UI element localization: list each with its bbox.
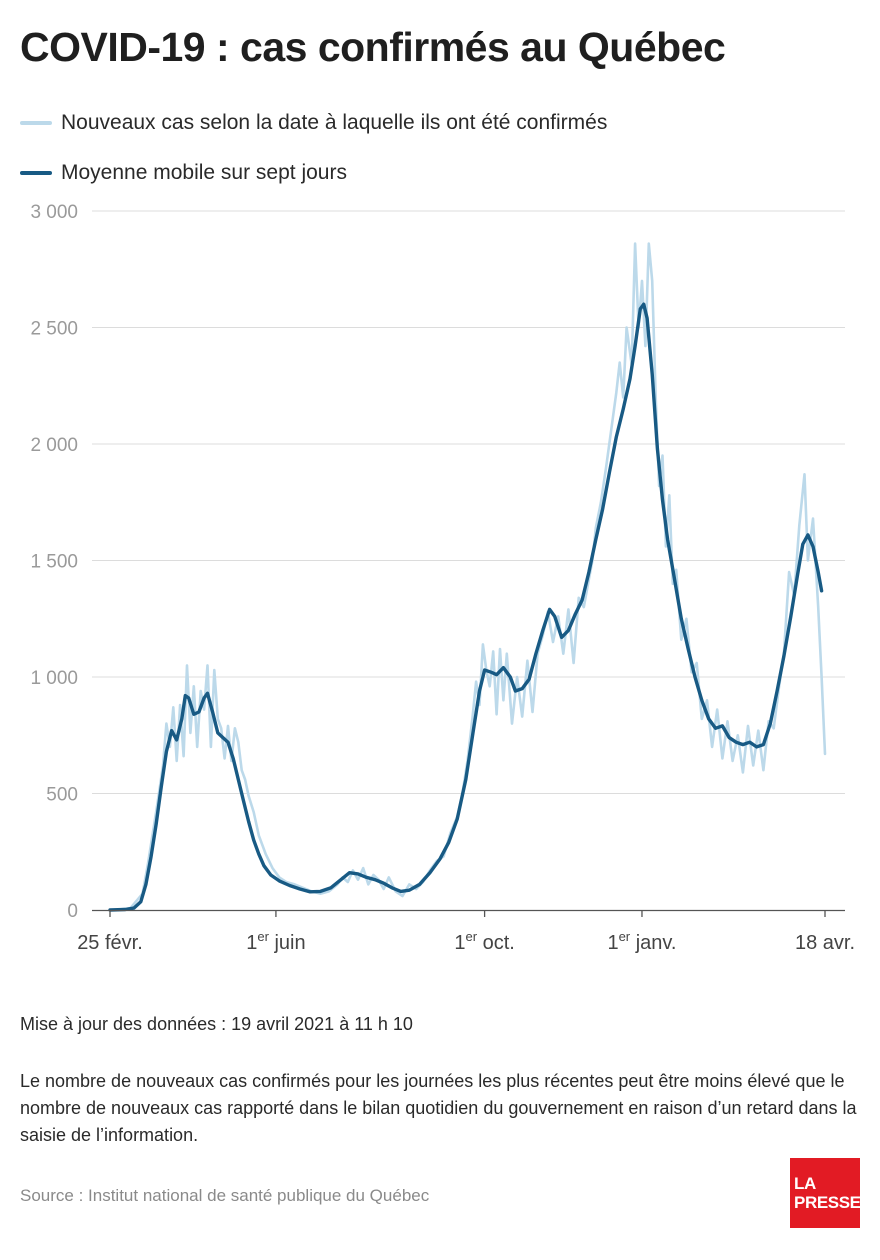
y-tick-label: 1 500 xyxy=(30,552,78,573)
series-lines xyxy=(108,242,827,912)
covid-chart: 0 500 1 000 1 500 2 000 2 500 3 000 25 févr. 1e… xyxy=(30,202,855,954)
y-tick-label: 500 xyxy=(46,785,78,806)
y-tick-label: 1 000 xyxy=(30,668,78,689)
logo-line-2: PRESSE xyxy=(794,1193,861,1212)
grid-lines xyxy=(92,210,845,794)
x-tick-label: 1er janv. xyxy=(607,929,676,954)
legend-label-average: Moyenne mobile sur sept jours xyxy=(61,161,347,184)
moving-average-line xyxy=(108,302,824,912)
source-text: Source : Institut national de santé publ… xyxy=(20,1186,430,1205)
x-axis: 25 févr. 1er juin 1er oct. 1er janv. 18 avr. xyxy=(77,909,855,954)
logo-line-1: LA xyxy=(794,1174,816,1193)
x-tick-label: 1er juin xyxy=(246,929,305,954)
data-updated-text: Mise à jour des données : 19 avril 2021 … xyxy=(20,1014,413,1034)
y-tick-label: 0 xyxy=(67,901,78,922)
legend-swatch-daily xyxy=(20,121,52,125)
y-tick-label: 3 000 xyxy=(30,202,78,223)
x-tick-label: 25 févr. xyxy=(77,932,143,954)
footnote-text: Le nombre de nouveaux cas confirmés pour… xyxy=(20,1071,857,1145)
la-presse-logo: LA PRESSE xyxy=(790,1158,861,1228)
y-tick-label: 2 000 xyxy=(30,435,78,456)
page-title: COVID-19 : cas confirmés au Québec xyxy=(20,24,726,70)
legend-item-average: Moyenne mobile sur sept jours xyxy=(20,158,347,188)
daily-cases-line xyxy=(108,242,827,912)
legend-swatch-average xyxy=(20,171,52,175)
y-axis-ticks: 0 500 1 000 1 500 2 000 2 500 3 000 xyxy=(30,202,78,922)
x-tick-label: 1er oct. xyxy=(454,929,514,954)
legend-label-daily: Nouveaux cas selon la date à laquelle il… xyxy=(61,111,608,134)
legend-item-daily: Nouveaux cas selon la date à laquelle il… xyxy=(20,108,607,138)
y-tick-label: 2 500 xyxy=(30,319,78,340)
x-tick-label: 18 avr. xyxy=(795,932,855,954)
